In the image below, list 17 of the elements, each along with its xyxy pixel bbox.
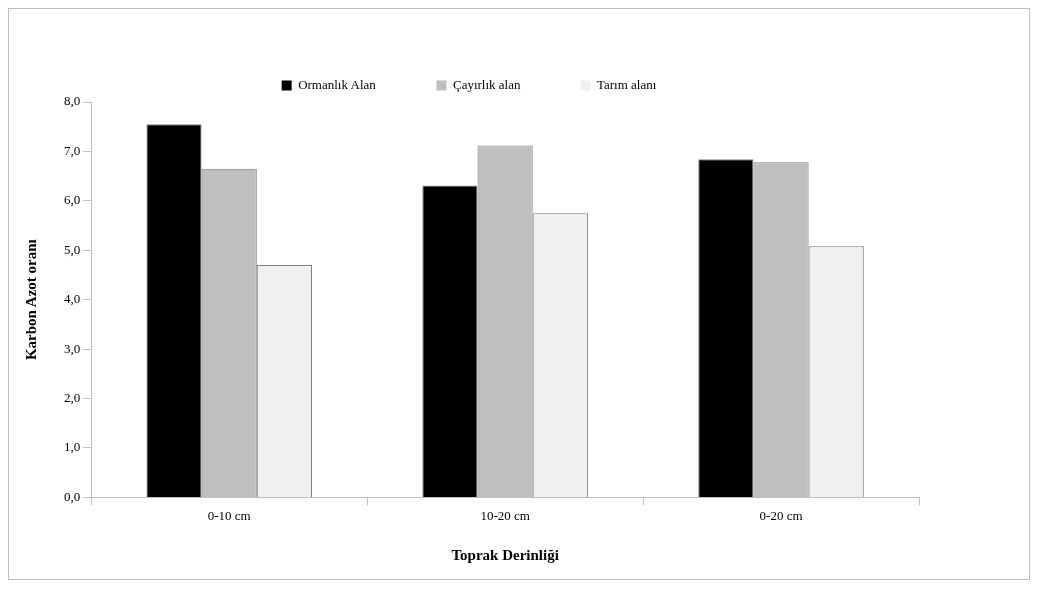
x-axis-title: Toprak Derinliği [451,546,559,563]
legend-label: Tarım alanı [596,76,657,92]
y-tick-label: 2,0 [64,389,81,405]
y-axis-title: Karbon Azot oranı [22,239,39,361]
y-tick-label: 3,0 [64,340,81,356]
y-tick-label: 6,0 [64,192,81,208]
y-tick-label: 0,0 [64,488,81,504]
x-tick-label: 0-10 cm [207,507,251,523]
x-tick-label: 0-20 cm [759,507,803,523]
x-tick-label: 10-20 cm [480,507,530,523]
y-tick-label: 4,0 [64,291,81,307]
y-tick-label: 1,0 [64,439,81,455]
y-tick-label: 8,0 [64,93,81,109]
y-tick-label: 7,0 [64,142,81,158]
legend-label: Ormanlık Alan [298,76,377,92]
y-tick-label: 5,0 [64,241,81,257]
legend-label: Çayırlık alan [452,76,521,92]
